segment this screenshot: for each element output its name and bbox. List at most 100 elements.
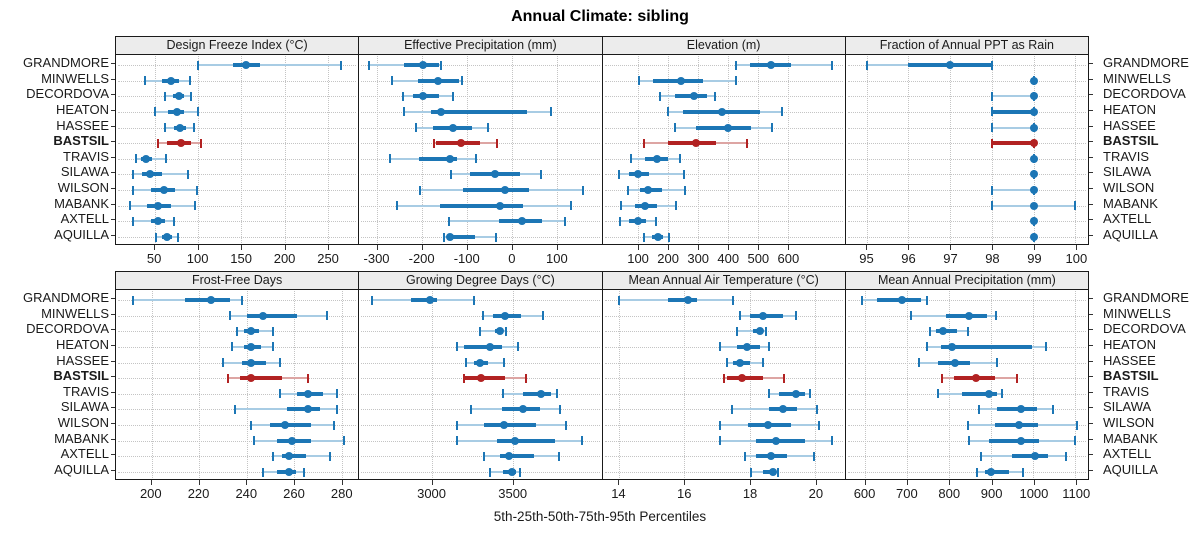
whisker-cap xyxy=(401,91,404,101)
axis-tick-label: 150 xyxy=(230,251,252,266)
gridline-horizontal xyxy=(847,472,1086,473)
whisker-cap xyxy=(131,295,134,305)
p25-p75-bar xyxy=(500,454,535,459)
panel-axis: 100 200 300 400 500 600 xyxy=(602,245,846,268)
whisker-cap xyxy=(388,154,391,164)
station-label: AQUILLA xyxy=(1103,227,1158,242)
gridline-horizontal xyxy=(604,315,843,317)
gridline-horizontal xyxy=(118,127,357,129)
whisker-cap xyxy=(564,420,567,430)
whisker-cap xyxy=(643,232,646,242)
axis-tick xyxy=(1033,480,1035,485)
whisker-cap xyxy=(776,467,779,477)
median-dot xyxy=(654,233,663,241)
median-dot xyxy=(1017,436,1025,445)
median-dot xyxy=(1029,92,1038,101)
whisker-cap xyxy=(976,467,979,477)
whisker-cap xyxy=(132,216,135,226)
whisker-cap xyxy=(722,373,725,383)
whisker-cap xyxy=(197,107,200,117)
p25-p75-bar xyxy=(439,203,524,208)
median-dot xyxy=(159,186,168,195)
gridline-horizontal xyxy=(118,111,357,113)
p5-p95-whisker xyxy=(991,189,1034,192)
axis-tick xyxy=(815,480,817,485)
whisker-cap xyxy=(278,389,281,399)
axis-tick xyxy=(341,480,343,485)
p5-p95-whisker xyxy=(234,408,337,411)
whisker-cap xyxy=(937,389,940,399)
whisker-cap xyxy=(655,216,658,226)
gridline-horizontal xyxy=(118,190,357,192)
gridline-vertical xyxy=(198,56,200,243)
station-label: TRAVIS xyxy=(1103,383,1149,399)
panel-axis: 14 16 18 20 xyxy=(602,480,846,503)
axis-tick-label: -100 xyxy=(453,251,480,266)
axis-tick xyxy=(618,480,620,485)
median-dot xyxy=(1029,201,1038,210)
whisker-cap xyxy=(581,436,584,446)
gridline-horizontal xyxy=(604,96,843,98)
station-label: SILAWA xyxy=(1103,399,1152,415)
whisker-cap xyxy=(928,326,931,336)
gridline-vertical xyxy=(246,291,248,478)
whisker-cap xyxy=(233,404,236,414)
median-dot xyxy=(287,436,296,445)
row-tick-right xyxy=(1089,63,1093,64)
p25-p75-bar xyxy=(463,188,529,193)
row-tick-right xyxy=(1089,391,1093,393)
whisker-cap xyxy=(941,373,944,383)
whisker-cap xyxy=(494,232,497,242)
row-tick-left xyxy=(111,470,115,471)
whisker-cap xyxy=(738,311,741,321)
whisker-cap xyxy=(518,467,521,477)
station-labels-left: GRANDMORE MINWELLS DECORDOVA HEATON HASSEE BA… xyxy=(0,288,112,480)
gridline-horizontal xyxy=(361,393,600,395)
whisker-cap xyxy=(743,451,746,461)
whisker-cap xyxy=(177,232,180,242)
gridline-horizontal xyxy=(118,440,357,442)
whisker-cap xyxy=(447,216,450,226)
median-dot xyxy=(449,123,458,132)
p5-p95-whisker xyxy=(736,330,767,333)
gridline-horizontal xyxy=(847,96,1086,98)
whisker-cap xyxy=(768,389,771,399)
axis-tick-label: 96 xyxy=(901,251,916,266)
station-label: MABANK xyxy=(54,430,109,446)
gridline-vertical xyxy=(284,56,286,243)
p25-p75-bar xyxy=(991,109,1034,114)
row-tick-right xyxy=(1089,156,1093,158)
station-label: HASSEE xyxy=(56,352,109,368)
whisker-cap xyxy=(990,91,993,101)
p25-p75-bar xyxy=(961,391,998,396)
whisker-cap xyxy=(455,420,458,430)
whisker-cap xyxy=(765,326,768,336)
whisker-cap xyxy=(925,342,928,352)
panel-axis: 95 96 97 98 99 100 xyxy=(846,245,1090,268)
median-dot xyxy=(419,61,428,69)
median-dot xyxy=(517,217,526,226)
whisker-cap xyxy=(278,358,281,368)
gridline-vertical xyxy=(758,56,760,243)
axis-tick xyxy=(991,480,993,485)
p25-p75-bar xyxy=(270,423,311,428)
gridline-horizontal xyxy=(847,190,1086,192)
median-dot xyxy=(518,405,527,414)
axis-tick xyxy=(284,245,286,250)
row-tick-right xyxy=(1089,329,1093,331)
whisker-cap xyxy=(1075,420,1078,430)
whisker-cap xyxy=(414,123,417,133)
chart-title: Annual Climate: sibling xyxy=(511,8,689,25)
axis-tick-label: 3500 xyxy=(498,486,528,501)
panel: Elevation (m) xyxy=(601,36,845,245)
axis-tick-label: 16 xyxy=(677,486,692,501)
axis-tick xyxy=(950,245,952,250)
gridline-vertical xyxy=(991,291,993,478)
gridline-horizontal xyxy=(118,80,357,82)
axis-tick xyxy=(684,480,686,485)
axis-tick xyxy=(908,245,910,250)
median-dot xyxy=(536,389,545,398)
median-dot xyxy=(939,327,948,336)
row-tick-left xyxy=(111,63,115,64)
gridline-vertical xyxy=(294,291,296,478)
